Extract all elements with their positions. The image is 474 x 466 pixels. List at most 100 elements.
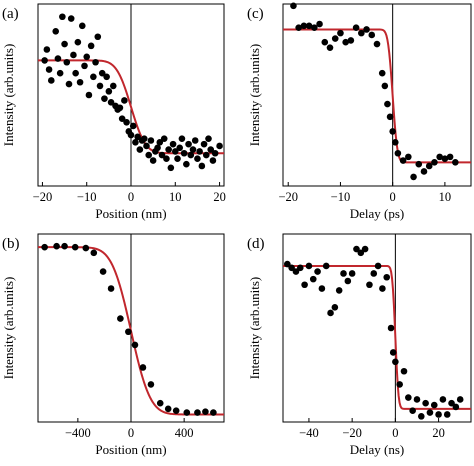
data-point <box>379 285 386 292</box>
data-point <box>370 270 378 277</box>
data-point <box>54 55 62 62</box>
data-point <box>196 148 203 155</box>
x-tick-label: 0 <box>392 426 398 440</box>
data-point <box>353 245 360 253</box>
data-point <box>165 146 172 153</box>
data-point <box>96 82 104 90</box>
data-point <box>92 58 99 66</box>
y-axis-label: Intensity (arb.units) <box>1 44 16 147</box>
data-point <box>47 77 55 84</box>
x-tick-label: −40 <box>299 426 319 440</box>
x-tick-label: −20 <box>342 426 362 440</box>
x-axis-label: Position (nm) <box>95 206 166 221</box>
data-point <box>321 38 329 46</box>
data-point <box>290 2 297 10</box>
data-point <box>305 262 313 270</box>
data-point <box>83 53 91 61</box>
data-point <box>154 144 161 152</box>
panel-d: −40 −20 0 20 Delay (ns) Intensity (arb.units)… <box>247 233 472 457</box>
data-point <box>53 242 60 250</box>
data-point <box>156 139 164 146</box>
data-point <box>82 244 90 252</box>
data-point <box>85 91 93 99</box>
data-point <box>309 275 317 283</box>
data-point <box>180 149 188 157</box>
data-point <box>342 38 349 46</box>
x-tick-label: 10 <box>169 190 182 204</box>
x-tick-label: −400 <box>65 426 91 440</box>
y-axis-label: Intensity (arb.units) <box>247 44 262 147</box>
data-point <box>386 113 394 121</box>
data-point <box>430 401 438 409</box>
data-point <box>399 157 407 164</box>
data-point <box>63 58 71 66</box>
data-point <box>296 264 304 272</box>
data-point <box>305 22 313 30</box>
data-point <box>127 131 135 139</box>
data-point <box>389 128 396 135</box>
data-point <box>435 411 442 418</box>
data-point <box>374 262 382 270</box>
data-point <box>389 349 397 356</box>
data-point <box>167 164 175 172</box>
data-point <box>452 159 459 166</box>
data-point <box>284 260 291 268</box>
data-point <box>147 137 155 144</box>
panel-label: (d) <box>247 236 265 252</box>
panel-c: −20 −10 0 10 Delay (ps) Intensity (arb.units)… <box>247 2 472 221</box>
data-point <box>366 281 373 289</box>
x-tick-label: 0 <box>128 190 134 204</box>
data-point <box>295 24 302 31</box>
data-point <box>123 119 130 126</box>
data-point <box>456 396 464 403</box>
data-point <box>74 38 82 46</box>
data-point <box>117 315 124 322</box>
data-point <box>452 403 460 411</box>
data-point <box>373 40 381 48</box>
data-point <box>392 358 399 366</box>
data-point <box>207 146 215 153</box>
data-point <box>131 341 139 349</box>
data-point <box>183 409 191 416</box>
data-point <box>156 399 164 407</box>
data-point <box>45 66 53 73</box>
x-axis-label: Delay (ps) <box>350 206 405 221</box>
data-point <box>209 157 217 164</box>
data-point <box>143 142 150 150</box>
data-point <box>344 277 352 285</box>
data-point <box>52 28 60 35</box>
data-point <box>394 149 402 157</box>
data-point <box>194 155 201 162</box>
data-point <box>378 69 386 77</box>
data-point <box>136 146 144 153</box>
data-point <box>337 29 344 37</box>
data-point <box>314 268 321 275</box>
data-point <box>101 95 108 102</box>
data-point <box>116 104 124 112</box>
plot-frame <box>282 3 472 187</box>
x-tick-label: 20 <box>432 426 445 440</box>
data-point <box>164 405 172 413</box>
data-point <box>41 57 48 64</box>
data-point <box>318 285 326 292</box>
data-point <box>410 173 417 181</box>
data-point <box>426 409 434 416</box>
data-point <box>149 157 157 164</box>
data-point <box>340 270 347 277</box>
data-point <box>139 364 147 371</box>
data-point <box>107 98 115 106</box>
data-point <box>187 151 195 159</box>
data-point <box>189 146 197 153</box>
data-point <box>431 159 438 166</box>
data-point <box>292 268 300 275</box>
data-point <box>326 44 334 51</box>
data-point <box>109 82 117 90</box>
data-point <box>67 15 75 22</box>
x-tick-label: 20 <box>213 190 226 204</box>
data-point <box>441 155 449 162</box>
data-point <box>105 88 113 95</box>
data-point <box>391 139 399 146</box>
panel-label: (a) <box>2 6 19 22</box>
data-point <box>352 24 360 31</box>
